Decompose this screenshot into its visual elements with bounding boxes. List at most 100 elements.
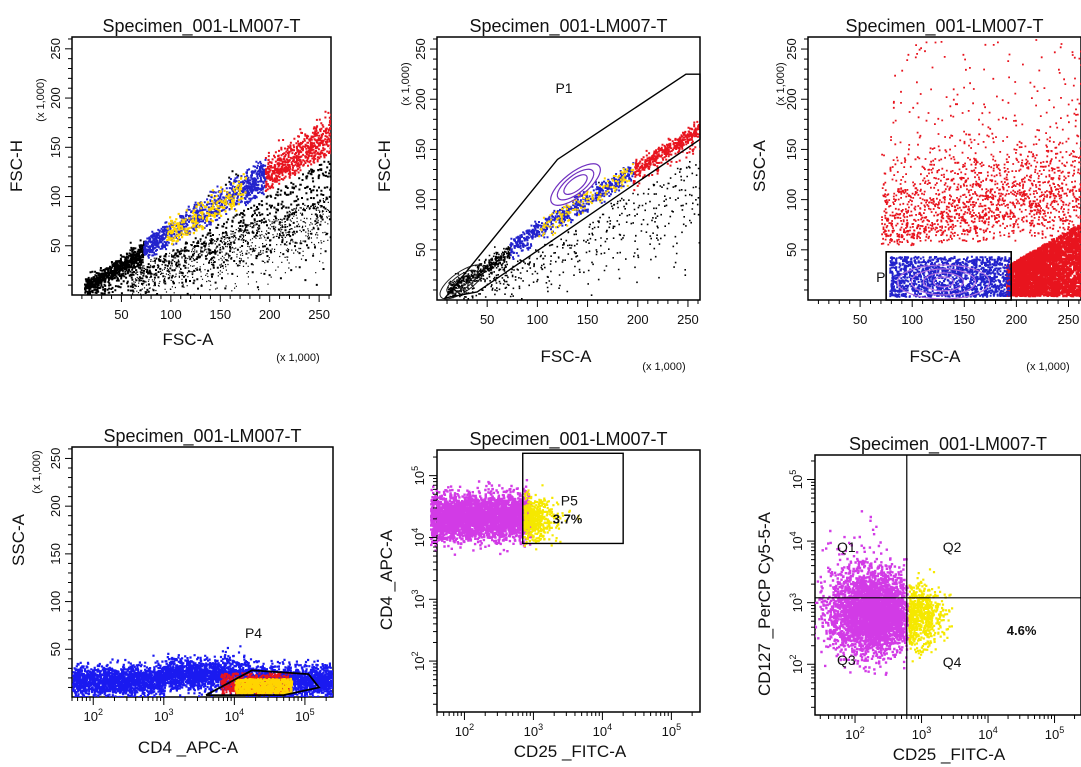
y-tick-label: 103 [788,593,805,612]
x-tick-label: 100 [527,312,549,327]
y-tick-label: 102 [410,651,427,670]
y-tick-label: 100 [413,189,428,211]
y-tick-label: 105 [410,466,427,485]
svg-text:104: 104 [788,531,805,550]
y-tick-label: 200 [784,88,799,110]
x-axis-multiplier: (x 1,000) [642,361,685,373]
svg-text:105: 105 [1045,725,1064,742]
x-axis-label: CD4 _APC-A [138,738,239,757]
y-tick-label: 50 [784,243,799,257]
chart-title: Specimen_001-LM007-T [845,16,1043,37]
quadrant-label-q1: Q1 [837,539,856,555]
svg-text:104: 104 [593,722,612,739]
y-axis-label: SSC-A [9,513,28,566]
x-tick-label: 104 [593,722,612,739]
x-axis-multiplier: (x 1,000) [1026,361,1069,373]
x-tick-label: 150 [577,312,599,327]
panel-2: Specimen_001-LM007-T FSC-A FSC-H (x 1,000) (… [375,16,704,373]
tick-marks [65,449,72,688]
x-tick-label: 100 [901,312,923,327]
plot-frame [437,37,700,300]
y-axis-label: FSC-H [7,140,26,192]
y-axis-label: SSC-A [750,139,769,192]
events-dense [234,678,293,695]
x-tick-label: 103 [912,725,931,742]
chart-title: Specimen_001-LM007-T [469,429,667,450]
x-axis-label: CD25 _FITC-A [514,742,627,761]
x-tick-label: 200 [627,312,649,327]
svg-text:105: 105 [410,466,427,485]
x-tick-marks [72,697,326,705]
gate-label-p: P [876,269,885,285]
y-tick-label: 50 [413,243,428,257]
y-tick-label: 50 [48,239,63,253]
x-tick-label: 105 [662,722,681,739]
svg-text:105: 105 [788,470,805,489]
chart-title: Specimen_001-LM007-T [102,16,300,37]
svg-text:102: 102 [845,725,864,742]
svg-text:103: 103 [524,722,543,739]
panel-5: Specimen_001-LM007-T CD25 _FITC-A CD4 _APC… [377,429,700,761]
y-axis-multiplier: (x 1,000) [35,78,47,121]
svg-text:103: 103 [154,707,173,724]
gate-label-p1: P1 [555,80,572,96]
y-tick-label: 250 [48,38,63,60]
plot-frame [437,450,700,712]
y-axis-multiplier: (x 1,000) [400,62,412,105]
svg-text:105: 105 [662,722,681,739]
y-axis-label: CD127 _PerCP Cy5-5-A [755,511,774,696]
x-tick-label: 150 [209,307,231,322]
y-tick-label: 105 [788,470,805,489]
chart-title: Specimen_001-LM007-T [469,16,667,37]
svg-text:102: 102 [83,707,102,724]
svg-text:102: 102 [788,655,805,674]
y-tick-label: 102 [788,655,805,674]
y-tick-marks [429,457,437,704]
x-tick-label: 250 [308,307,330,322]
x-axis-label: CD25 _FITC-A [893,745,1006,764]
quadrant-label-q2: Q2 [943,539,962,555]
plot-frame [72,447,333,697]
y-tick-marks [807,461,815,707]
y-tick-label: 100 [784,189,799,211]
x-tick-label: 150 [953,312,975,327]
x-tick-label: 102 [83,707,102,724]
chart-title: Specimen_001-LM007-T [103,426,301,447]
quadrant-label-q4: Q4 [943,654,962,670]
y-tick-label: 103 [410,590,427,609]
x-axis-label: FSC-A [910,347,962,366]
y-tick-label: 200 [48,87,63,109]
svg-text:102: 102 [455,722,474,739]
y-tick-label: 250 [48,448,63,470]
y-tick-label: 150 [413,139,428,161]
y-tick-label: 150 [784,139,799,161]
svg-text:102: 102 [410,651,427,670]
x-tick-label: 104 [225,707,244,724]
x-tick-label: 50 [853,312,867,327]
x-tick-label: 105 [295,707,314,724]
quadrant-percent-q4: 4.6% [1007,623,1037,638]
x-axis-multiplier: (x 1,000) [276,352,319,364]
y-tick-label: 104 [410,528,427,547]
y-tick-label: 104 [788,531,805,550]
y-tick-label: 50 [48,642,63,656]
x-tick-label: 105 [1045,725,1064,742]
x-tick-label: 102 [845,725,864,742]
x-tick-label: 100 [160,307,182,322]
x-tick-label: 103 [154,707,173,724]
y-tick-label: 250 [784,38,799,60]
x-tick-label: 103 [524,722,543,739]
x-tick-label: 50 [114,307,128,322]
panel-3: Specimen_001-LM007-T FSC-A SSC-A (x 1,000) (… [750,16,1081,373]
x-tick-marks [437,712,692,720]
y-tick-label: 200 [48,495,63,517]
x-tick-label: 200 [1006,312,1028,327]
x-tick-label: 50 [480,312,494,327]
svg-text:104: 104 [225,707,244,724]
svg-text:104: 104 [410,528,427,547]
y-axis-multiplier: (x 1,000) [31,450,43,493]
x-tick-label: 250 [1058,312,1080,327]
y-axis-label: FSC-H [375,140,394,192]
quadrant-label-q3: Q3 [837,652,856,668]
